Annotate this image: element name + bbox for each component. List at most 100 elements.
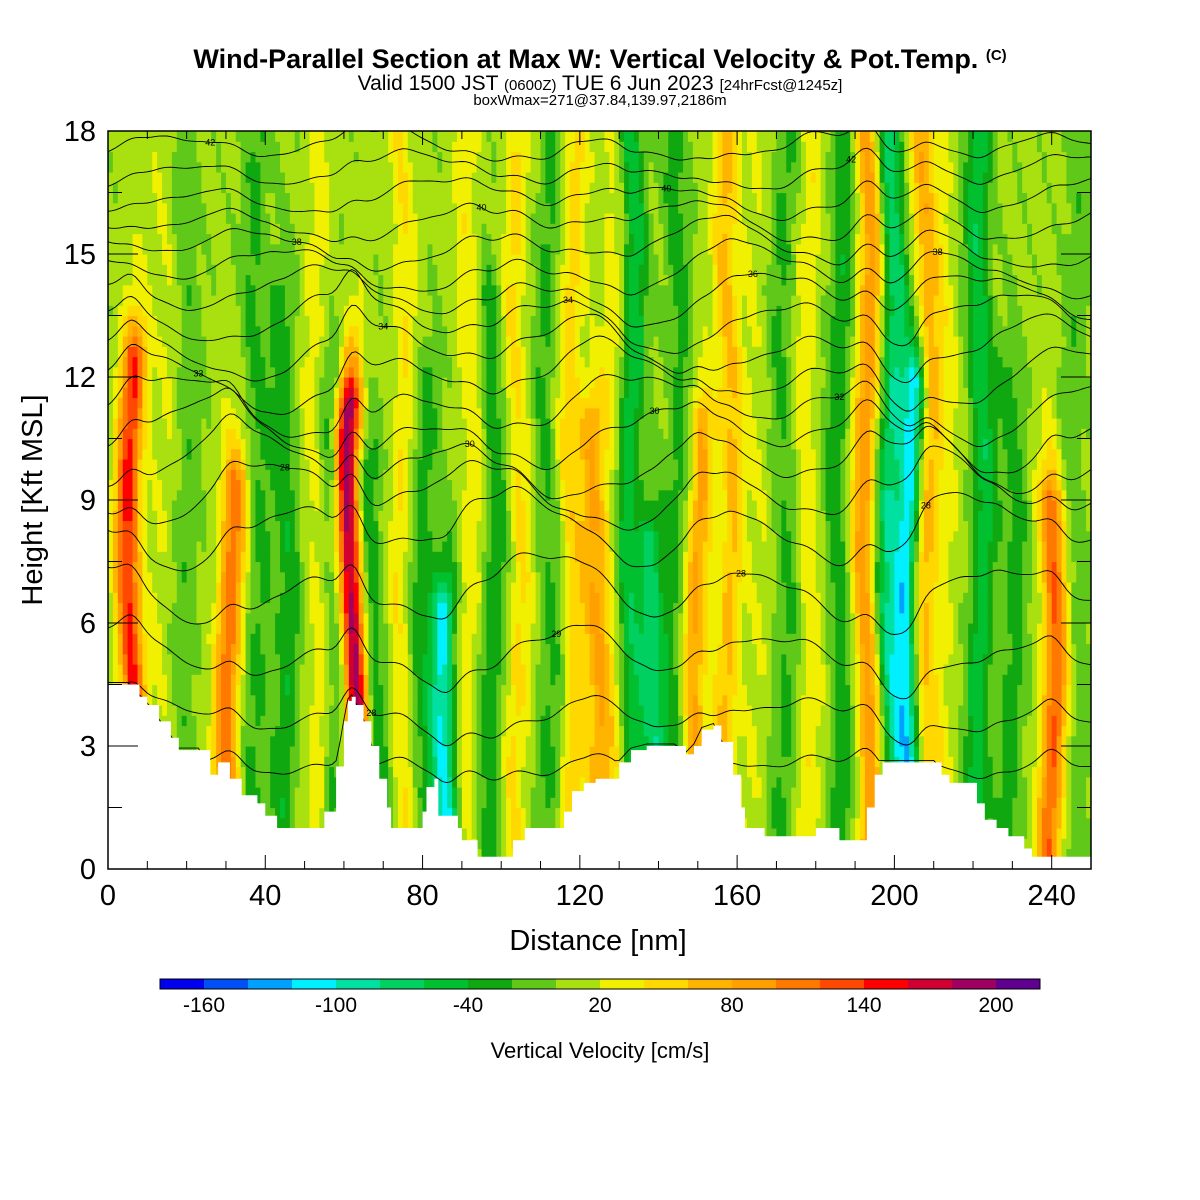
field-cell: [260, 520, 266, 532]
field-cell: [378, 366, 384, 378]
field-cell: [402, 141, 409, 153]
field-cell: [122, 418, 129, 429]
field-cell: [275, 776, 281, 788]
field-cell: [157, 397, 163, 409]
field-cell: [343, 233, 350, 245]
field-cell: [442, 161, 448, 173]
field-cell: [397, 469, 404, 481]
field-cell: [299, 766, 306, 778]
field-cell: [186, 254, 193, 265]
field-cell: [196, 336, 202, 347]
field-cell: [117, 571, 124, 583]
field-cell: [240, 131, 247, 142]
field-cell: [334, 284, 340, 296]
field-cell: [329, 612, 335, 624]
field-cell: [339, 735, 345, 747]
field-cell: [206, 223, 212, 235]
field-cell: [437, 325, 443, 337]
field-cell: [186, 295, 193, 306]
field-cell: [412, 623, 419, 634]
field-cell: [201, 295, 207, 306]
field-cell: [152, 612, 158, 624]
field-cell: [275, 315, 281, 327]
field-cell: [417, 500, 424, 511]
field-cell: [137, 172, 143, 183]
field-cell: [132, 305, 139, 317]
field-cell: [162, 254, 168, 265]
field-cell: [368, 612, 375, 624]
field-cell: [309, 315, 316, 327]
field-cell: [206, 623, 212, 634]
field-cell: [176, 346, 183, 358]
field-cell: [417, 510, 424, 522]
field-cell: [393, 684, 399, 696]
field-cell: [270, 377, 276, 388]
field-cell: [432, 469, 438, 481]
field-cell: [427, 766, 433, 778]
field-cell: [122, 131, 129, 142]
field-cell: [206, 182, 212, 194]
field-cell: [280, 756, 286, 768]
field-cell: [378, 428, 384, 440]
field-cell: [275, 756, 281, 768]
field-cell: [225, 561, 232, 573]
field-cell: [402, 418, 409, 429]
field-cell: [142, 387, 148, 399]
field-cell: [319, 561, 325, 573]
field-cell: [147, 510, 153, 522]
field-cell: [407, 623, 414, 634]
field-cell: [304, 756, 311, 768]
field-cell: [157, 510, 163, 522]
field-cell: [127, 366, 134, 378]
field-cell: [157, 202, 163, 214]
field-cell: [112, 192, 119, 204]
field-cell: [304, 674, 311, 686]
field-cell: [181, 674, 188, 686]
field-cell: [407, 500, 414, 511]
field-cell: [432, 756, 438, 768]
field-cell: [343, 141, 350, 153]
field-cell: [442, 684, 448, 696]
field-cell: [348, 172, 355, 183]
field-cell: [260, 141, 266, 153]
field-cell: [417, 766, 424, 778]
field-cell: [152, 541, 158, 552]
field-cell: [230, 366, 237, 378]
field-cell: [122, 295, 129, 306]
field-cell: [211, 551, 217, 563]
field-cell: [334, 233, 340, 245]
field-cell: [358, 541, 365, 552]
field-cell: [211, 592, 217, 604]
field-cell: [221, 233, 227, 245]
field-cell: [230, 356, 237, 368]
field-cell: [427, 182, 433, 194]
field-cell: [216, 735, 222, 747]
field-cell: [383, 366, 389, 378]
field-cell: [176, 582, 183, 593]
field-cell: [280, 151, 286, 163]
field-cell: [402, 366, 409, 378]
field-cell: [250, 623, 257, 634]
field-cell: [358, 438, 365, 450]
field-cell: [437, 602, 443, 614]
field-cell: [196, 192, 202, 204]
field-cell: [240, 407, 247, 419]
field-cell: [235, 243, 242, 255]
field-cell: [157, 500, 163, 511]
field-cell: [216, 715, 222, 727]
field-cell: [240, 397, 247, 409]
field-cell: [294, 284, 301, 296]
field-cell: [127, 192, 134, 204]
field-cell: [216, 653, 222, 665]
field-cell: [280, 407, 286, 419]
field-cell: [373, 602, 379, 614]
field-cell: [216, 746, 222, 757]
field-cell: [147, 172, 153, 183]
field-cell: [422, 571, 429, 583]
field-cell: [260, 377, 266, 388]
field-cell: [319, 346, 325, 358]
field-cell: [388, 561, 394, 573]
field-cell: [265, 356, 271, 368]
field-cell: [166, 356, 173, 368]
field-cell: [186, 653, 193, 665]
